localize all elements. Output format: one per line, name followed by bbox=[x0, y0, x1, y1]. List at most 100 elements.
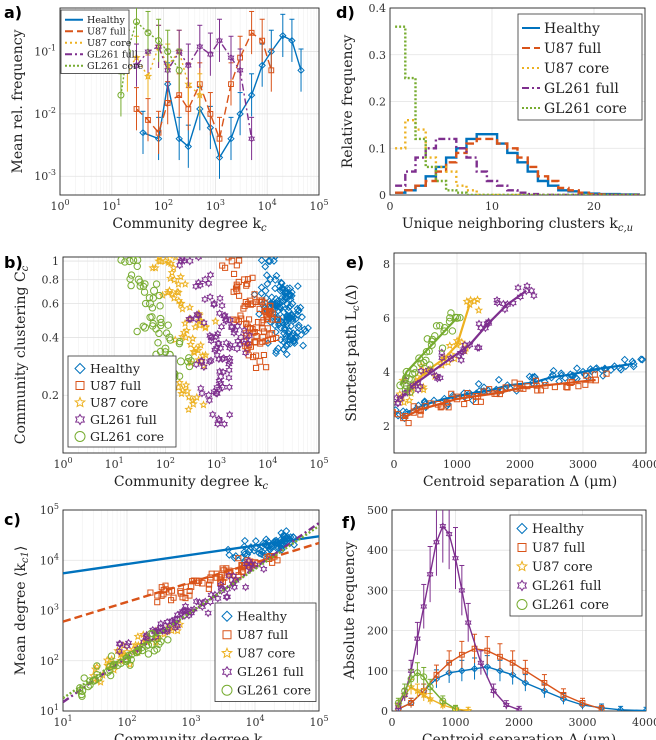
y-tick-label: 500 bbox=[367, 504, 388, 517]
data-point bbox=[127, 271, 136, 279]
data-point bbox=[86, 677, 94, 685]
data-point bbox=[206, 50, 214, 59]
data-point bbox=[152, 280, 161, 288]
data-point bbox=[454, 393, 461, 400]
data-point bbox=[436, 321, 444, 330]
data-point bbox=[245, 316, 253, 323]
data-point bbox=[166, 259, 176, 268]
data-point bbox=[405, 420, 412, 427]
legend-entry: U87 core bbox=[522, 61, 609, 77]
legend-box bbox=[67, 355, 177, 448]
data-point bbox=[408, 700, 414, 706]
data-point bbox=[567, 379, 574, 387]
series bbox=[117, 257, 195, 381]
plot bbox=[394, 510, 646, 711]
data-point bbox=[186, 358, 196, 367]
data-point bbox=[164, 321, 172, 329]
data-point bbox=[227, 134, 235, 143]
data-point bbox=[230, 583, 238, 592]
data-point bbox=[282, 350, 291, 359]
data-point bbox=[160, 591, 167, 598]
data-point bbox=[181, 602, 190, 611]
data-point bbox=[121, 258, 129, 266]
data-point bbox=[217, 322, 226, 331]
data-point bbox=[530, 291, 538, 300]
data-point bbox=[266, 317, 275, 326]
data-point bbox=[176, 272, 186, 281]
x-tick-label: 0 bbox=[391, 458, 398, 471]
legend-entry: Healthy bbox=[516, 522, 585, 537]
data-point bbox=[251, 291, 258, 298]
legend-marker bbox=[516, 599, 528, 610]
series bbox=[394, 510, 523, 711]
data-point bbox=[194, 577, 201, 584]
data-point bbox=[413, 686, 422, 695]
data-point bbox=[123, 641, 131, 651]
data-point bbox=[282, 534, 291, 543]
data-point bbox=[274, 557, 281, 564]
data-point bbox=[509, 659, 516, 666]
data-point bbox=[180, 318, 190, 328]
legend-label: U87 core bbox=[87, 38, 132, 49]
legend-label: U87 full bbox=[532, 541, 585, 556]
data-point bbox=[77, 690, 86, 699]
data-point bbox=[122, 647, 132, 656]
x-axis-label: Centroid separation Δ (μm) bbox=[422, 732, 616, 740]
data-point bbox=[263, 280, 272, 288]
data-point bbox=[162, 582, 169, 589]
legend: Healthy U87 full U87 core GL261 full GL261 c… bbox=[67, 355, 177, 448]
data-point bbox=[182, 595, 189, 602]
data-point bbox=[289, 329, 298, 338]
y-tick-label: 10-3 bbox=[34, 168, 56, 183]
x-tick-label: 105 bbox=[309, 456, 328, 471]
data-point bbox=[248, 29, 255, 36]
x-tick-label: 102 bbox=[154, 198, 173, 213]
data-point bbox=[237, 332, 245, 342]
data-point bbox=[192, 392, 202, 402]
data-point bbox=[242, 348, 250, 357]
series bbox=[394, 281, 538, 408]
data-point bbox=[256, 358, 264, 365]
y-tick-label: 0.3 bbox=[369, 49, 387, 62]
data-point bbox=[293, 282, 302, 291]
data-point bbox=[196, 42, 204, 51]
data-point bbox=[232, 285, 240, 292]
legend-marker bbox=[516, 579, 528, 592]
data-point bbox=[235, 278, 242, 285]
data-point bbox=[579, 700, 586, 706]
data-point bbox=[91, 676, 100, 684]
data-point bbox=[214, 419, 222, 429]
data-point bbox=[413, 634, 421, 643]
y-tick-label: 105 bbox=[40, 502, 59, 517]
data-point bbox=[440, 323, 449, 332]
data-point bbox=[141, 299, 150, 308]
data-point bbox=[115, 647, 124, 656]
series bbox=[148, 257, 220, 414]
data-point bbox=[147, 629, 155, 638]
data-point bbox=[448, 390, 455, 397]
data-point bbox=[508, 671, 517, 679]
data-point bbox=[155, 640, 163, 648]
y-tick-label: 102 bbox=[40, 653, 59, 668]
data-point bbox=[599, 371, 607, 380]
data-point bbox=[217, 379, 225, 388]
data-point bbox=[439, 353, 449, 363]
legend-marker bbox=[221, 610, 233, 622]
data-point bbox=[243, 321, 250, 328]
data-point bbox=[209, 410, 217, 419]
plot bbox=[394, 281, 646, 427]
y-tick-label: 8 bbox=[383, 258, 390, 271]
data-point bbox=[280, 295, 289, 304]
data-point bbox=[433, 671, 440, 678]
data-point bbox=[278, 538, 286, 547]
data-point bbox=[520, 385, 527, 392]
data-point bbox=[253, 364, 260, 371]
data-point bbox=[155, 37, 163, 45]
data-point bbox=[184, 142, 193, 151]
x-axis-label: Community degree kc bbox=[114, 474, 269, 492]
data-point bbox=[153, 645, 161, 653]
data-point bbox=[178, 304, 187, 313]
data-point bbox=[408, 370, 417, 378]
panel-label: c) bbox=[4, 510, 21, 529]
